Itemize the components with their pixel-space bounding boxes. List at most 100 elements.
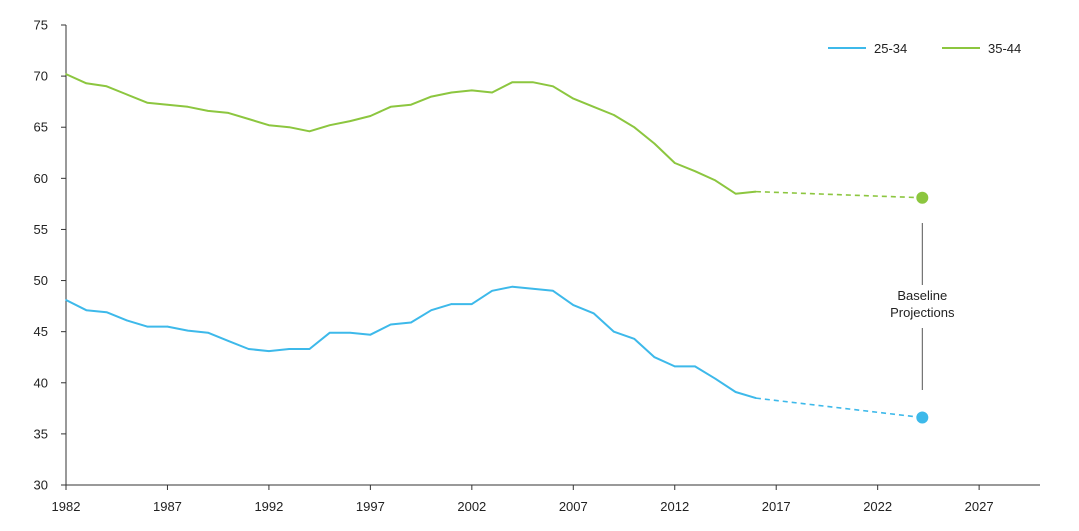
data-point-25-34 [268,350,270,352]
data-point-25-34 [734,391,737,393]
data-point-25-34 [227,340,230,342]
data-point-35-44 [734,192,737,195]
series-layer [65,73,929,424]
y-tick-label: 50 [34,273,48,288]
data-point-25-34 [430,309,433,312]
data-point-35-44 [694,170,696,172]
projection-endpoint-35-44 [916,191,929,204]
data-point-25-34 [369,333,372,336]
y-tick-label: 75 [34,18,48,33]
data-point-25-34 [85,309,88,312]
data-point-25-34 [491,289,493,292]
x-tick-label: 1987 [153,499,182,514]
annotation-baseline-label: Baseline [897,288,947,303]
projection-endpoint-25-34 [916,411,929,424]
data-point-35-44 [430,95,433,98]
y-tick-label: 35 [34,426,48,441]
data-point-35-44 [186,105,189,108]
data-point-35-44 [207,110,209,112]
data-point-25-34 [572,304,575,306]
x-tick-label: 2027 [965,499,994,514]
series-line-25-34 [65,285,757,400]
data-point-25-34 [471,303,473,305]
data-point-25-34 [146,325,148,328]
data-point-35-44 [288,126,291,129]
data-point-35-44 [328,124,331,126]
legend: 25-34 35-44 [828,41,1021,56]
data-point-35-44 [552,85,554,88]
x-tick-label: 2012 [660,499,689,514]
data-point-35-44 [369,115,372,117]
x-tick-label: 2017 [762,499,791,514]
data-point-35-44 [126,93,128,96]
data-point-25-34 [247,348,250,350]
data-point-35-44 [450,91,453,94]
data-point-25-34 [65,299,67,301]
data-point-35-44 [673,162,676,164]
data-point-25-34 [288,348,291,350]
data-point-35-44 [572,97,575,100]
x-tick-label: 1992 [254,499,283,514]
data-point-25-34 [328,331,331,334]
y-tick-label: 70 [34,69,48,84]
data-point-25-34 [531,287,534,290]
data-point-35-44 [653,142,656,145]
projection-annotation: Baseline Projections [890,223,955,390]
data-point-25-34 [308,348,311,350]
data-point-25-34 [410,321,412,324]
data-point-25-34 [714,377,717,380]
data-point-35-44 [105,85,108,88]
data-point-35-44 [227,112,230,114]
data-point-35-44 [531,81,534,84]
x-tick-label: 1982 [52,499,81,514]
data-point-35-44 [85,82,88,85]
data-point-25-34 [653,356,656,359]
projection-line-25-34 [755,397,923,419]
data-point-35-44 [592,105,595,108]
data-point-35-44 [410,103,412,106]
data-point-25-34 [126,319,128,322]
data-point-25-34 [592,312,595,315]
x-tick-label: 2007 [559,499,588,514]
legend-label-25-34: 25-34 [874,41,907,56]
data-point-35-44 [511,81,514,84]
data-point-25-34 [450,303,453,305]
data-point-35-44 [268,124,270,126]
data-point-25-34 [105,311,108,314]
y-tick-label: 55 [34,222,48,237]
data-point-25-34 [673,365,676,368]
data-point-25-34 [694,365,696,368]
data-point-25-34 [166,325,169,328]
legend-label-35-44: 35-44 [988,41,1021,56]
y-tick-label: 40 [34,375,48,390]
data-point-35-44 [613,114,615,116]
data-point-25-34 [389,323,392,326]
data-point-35-44 [247,118,250,120]
data-point-35-44 [471,89,473,92]
projection-line-35-44 [755,190,923,199]
data-point-25-34 [633,338,635,340]
data-point-25-34 [207,331,209,334]
data-point-25-34 [349,331,351,334]
y-tick-label: 45 [34,324,48,339]
data-point-35-44 [633,126,635,129]
y-tick-label: 30 [34,478,48,493]
data-point-25-34 [613,330,615,333]
data-point-25-34 [552,289,554,292]
series-line-35-44 [65,73,757,195]
x-tick-label: 2022 [863,499,892,514]
y-tick-label: 60 [34,171,48,186]
data-point-35-44 [714,179,717,182]
data-point-35-44 [349,120,351,122]
data-point-35-44 [491,91,493,94]
axes: 30 35 40 45 50 55 60 65 70 75 1982 1987 1992 1997 2002… [34,18,1040,514]
data-point-35-44 [166,103,169,106]
data-point-35-44 [146,101,148,104]
y-tick-label: 65 [34,120,48,135]
data-point-25-34 [511,285,514,288]
data-point-35-44 [308,130,311,133]
data-point-35-44 [389,105,392,108]
x-tick-label: 2002 [457,499,486,514]
data-point-35-44 [65,73,67,75]
